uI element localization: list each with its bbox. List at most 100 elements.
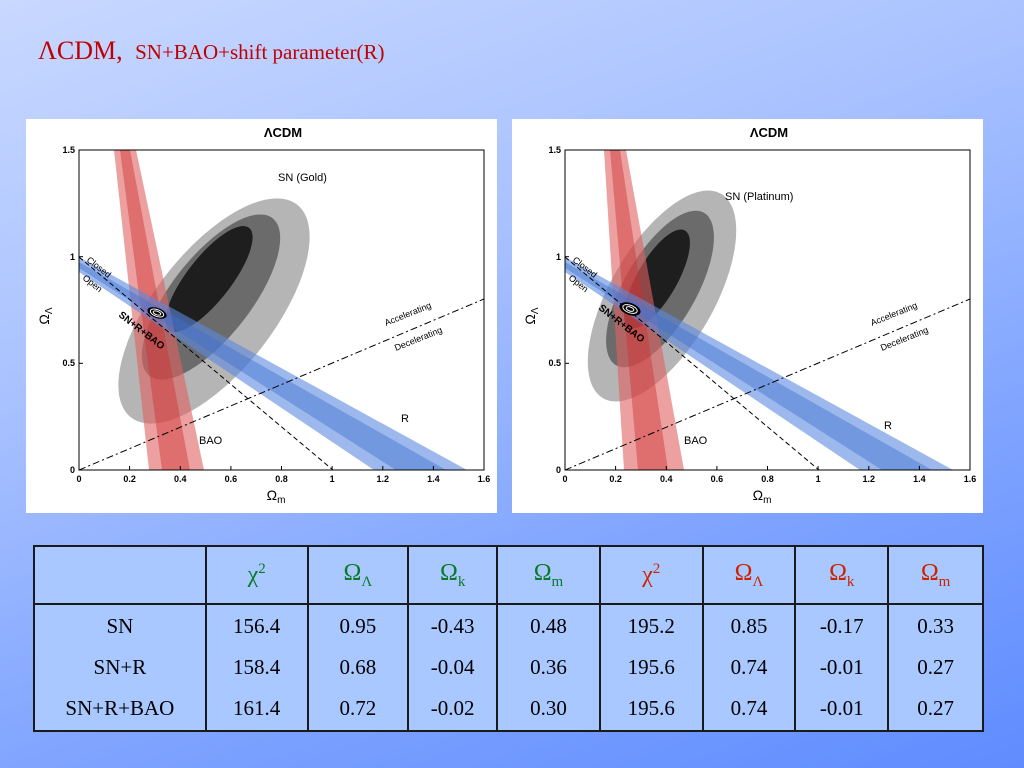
y-tick-label: 1 <box>556 252 561 262</box>
table-value: -0.04 <box>430 655 475 679</box>
plot-sn-gold-svg: ΛCDM <box>36 125 490 506</box>
y-tick-label: 1.5 <box>548 145 561 155</box>
y-tick-label: 1.5 <box>62 145 75 155</box>
x-tick-label: 0.6 <box>711 474 724 484</box>
acceleration-line <box>565 298 970 470</box>
row-label: SN+R+BAO <box>65 696 175 720</box>
omega-m-platinum-cell: 0.33 0.27 0.27 <box>887 603 984 732</box>
table-value: -0.02 <box>430 696 475 720</box>
sn-contour-1sigma <box>165 226 253 332</box>
table-value: 0.72 <box>339 696 377 720</box>
y-tick-label: 0.5 <box>62 358 75 368</box>
table-value: 0.27 <box>917 655 954 679</box>
x-axis-label: Ωm <box>267 487 286 506</box>
x-tick-label: 0.4 <box>174 474 187 484</box>
x-tick-label: 1.4 <box>913 474 926 484</box>
decelerating-label: Decelerating <box>879 325 930 353</box>
r-band-inner <box>565 262 932 470</box>
x-tick-label: 0 <box>562 474 567 484</box>
table-value: 0.95 <box>339 614 377 638</box>
header-omega-k-platinum: Ωk <box>794 545 890 605</box>
bao-label: BAO <box>684 435 708 447</box>
table-value: 0.74 <box>730 696 768 720</box>
combined-contour-outer <box>147 307 167 319</box>
x-tick-label: 1 <box>330 474 335 484</box>
x-tick-label: 1.6 <box>478 474 491 484</box>
acceleration-line <box>79 298 484 470</box>
header-omega-lambda-gold: ΩΛ <box>306 545 410 605</box>
x-tick-label: 1.2 <box>863 474 876 484</box>
table-value: 0.33 <box>917 614 954 638</box>
x-tick-label: 1.6 <box>964 474 977 484</box>
x-tick-label: 1 <box>816 474 821 484</box>
x-axis-ticks: 0 0.2 0.4 0.6 0.8 1 1.2 1.4 1.6 <box>562 466 976 484</box>
chi2-platinum-cell: 195.2 195.6 195.6 <box>598 603 704 732</box>
table-value: 0.85 <box>730 614 768 638</box>
plot-sn-platinum: ΛCDM 0 0.2 0.4 0.6 <box>512 119 983 513</box>
r-band-outer <box>565 257 953 470</box>
table-value: 0.48 <box>530 614 567 638</box>
y-axis-ticks: 0 0.5 1 1.5 <box>548 145 569 475</box>
r-band-outer <box>79 257 467 470</box>
row-labels-cell: SN SN+R SN+R+BAO <box>33 603 207 732</box>
x-tick-label: 0.8 <box>761 474 774 484</box>
table-value: 161.4 <box>233 696 281 720</box>
header-omega-k-gold: Ωk <box>407 545 499 605</box>
table-value: 0.30 <box>530 696 567 720</box>
y-axis-label: ΩΛ <box>36 307 55 324</box>
header-omega-lambda-platinum: ΩΛ <box>701 545 797 605</box>
x-tick-label: 0.2 <box>123 474 136 484</box>
omega-m-gold-cell: 0.48 0.36 0.30 <box>496 603 601 732</box>
table-value: 195.6 <box>627 655 675 679</box>
x-tick-label: 1.2 <box>377 474 390 484</box>
x-tick-label: 0.8 <box>275 474 288 484</box>
table-value: 158.4 <box>233 655 281 679</box>
combined-contour-inner <box>152 310 162 316</box>
table-value: -0.17 <box>819 614 864 638</box>
y-tick-label: 0 <box>70 465 75 475</box>
header-chi2-platinum: χ2 <box>598 545 704 605</box>
plot-title: ΛCDM <box>264 125 302 140</box>
table-value: -0.43 <box>430 614 475 638</box>
y-axis-label: ΩΛ <box>522 307 541 324</box>
x-axis-ticks: 0 0.2 0.4 0.6 0.8 1 1.2 1.4 1.6 <box>76 466 490 484</box>
table-value: 195.6 <box>627 696 675 720</box>
header-omega-m-platinum: Ωm <box>887 545 984 605</box>
header-omega-m-gold: Ωm <box>496 545 601 605</box>
y-axis-ticks: 0 0.5 1 1.5 <box>62 145 83 475</box>
sn-label: SN (Gold) <box>278 172 327 184</box>
table-header-row: χ2 ΩΛ Ωk Ωm χ2 ΩΛ Ωk Ωm <box>33 545 984 605</box>
slide-title-main: ΛCDM, <box>38 36 123 65</box>
row-label: SN <box>106 614 134 638</box>
x-tick-label: 0 <box>76 474 81 484</box>
y-tick-label: 0 <box>556 465 561 475</box>
x-tick-label: 0.2 <box>609 474 622 484</box>
table-value: -0.01 <box>819 655 864 679</box>
table-value: 0.68 <box>339 655 377 679</box>
table-body-row: SN SN+R SN+R+BAO 156.4 158.4 161.4 0.95 … <box>33 603 984 732</box>
table-value: 195.2 <box>627 614 675 638</box>
combined-contour-outer <box>619 302 641 316</box>
x-axis-label: Ωm <box>753 487 772 506</box>
omega-lambda-gold-cell: 0.95 0.68 0.72 <box>306 603 410 732</box>
y-tick-label: 0.5 <box>548 358 561 368</box>
table-value: 0.74 <box>730 655 768 679</box>
x-tick-label: 1.4 <box>427 474 440 484</box>
table-header-empty <box>33 545 207 605</box>
r-label: R <box>884 420 892 432</box>
plot-title: ΛCDM <box>750 125 788 140</box>
flat-universe-line <box>565 256 820 470</box>
results-table: χ2 ΩΛ Ωk Ωm χ2 ΩΛ Ωk Ωm SN SN+R SN+R+BAO… <box>33 545 984 732</box>
r-band-inner <box>79 262 446 470</box>
table-value: -0.01 <box>819 696 864 720</box>
combined-contour-mid <box>149 308 165 318</box>
plot-area <box>79 150 484 470</box>
slide-title-subtitle: SN+BAO+shift parameter(R) <box>135 40 385 64</box>
table-value: 0.36 <box>530 655 567 679</box>
decelerating-label: Decelerating <box>393 325 444 353</box>
flat-universe-line <box>79 256 334 470</box>
omega-lambda-platinum-cell: 0.85 0.74 0.74 <box>701 603 797 732</box>
table-value: 0.27 <box>917 696 954 720</box>
sn-label: SN (Platinum) <box>725 191 793 203</box>
r-label: R <box>401 413 409 425</box>
